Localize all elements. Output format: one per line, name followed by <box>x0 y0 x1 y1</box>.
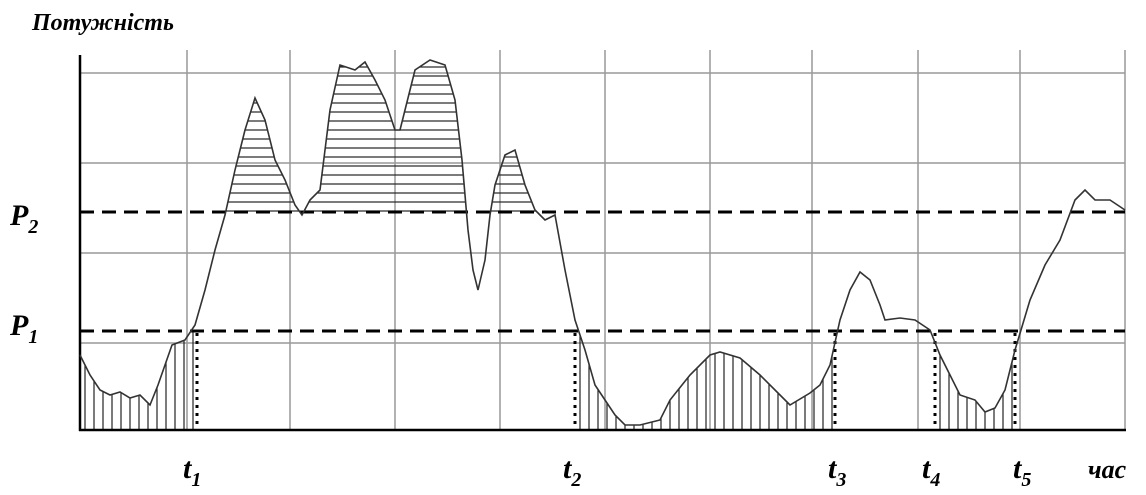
grid <box>80 50 1126 430</box>
power-curve <box>79 59 1126 426</box>
time-label: t4 <box>922 452 940 491</box>
x-axis-label: час <box>1088 455 1127 484</box>
hatch-above <box>220 60 565 212</box>
time-label: t2 <box>563 452 581 491</box>
level-label: P1 <box>9 309 38 348</box>
time-label: t1 <box>183 452 201 491</box>
axes <box>78 55 1126 432</box>
level-label: P2 <box>9 199 38 238</box>
threshold-lines <box>80 210 1125 333</box>
time-label: t3 <box>828 452 846 491</box>
hatch-below <box>80 331 1015 430</box>
time-label: t5 <box>1013 452 1031 491</box>
y-axis-label: Потужність <box>31 10 174 36</box>
